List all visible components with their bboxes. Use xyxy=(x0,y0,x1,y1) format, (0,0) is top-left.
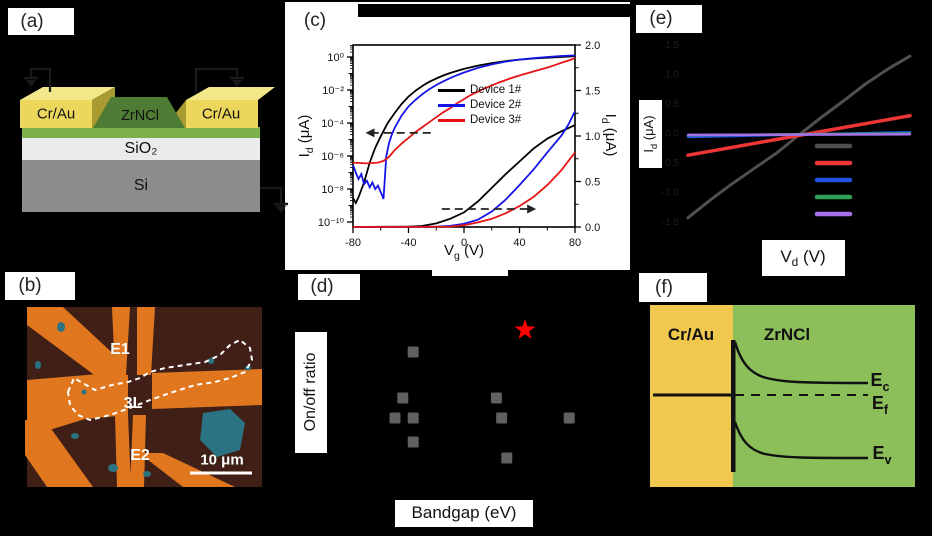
substrate-label: Si xyxy=(133,177,149,194)
panel-b-label-box xyxy=(5,272,75,300)
onoff-ratio-chart xyxy=(389,319,575,464)
valence-band-curve xyxy=(733,421,869,460)
legend-line-swatch xyxy=(438,118,465,122)
d-xlabel: Bandgap (eV) xyxy=(411,503,517,522)
panel-c-top-artifact xyxy=(358,4,630,17)
e-faint-tick-label: 0.5 xyxy=(665,99,679,110)
panel-d-label: (d) xyxy=(310,276,334,297)
gate-wire xyxy=(260,186,283,203)
left-wire xyxy=(29,67,52,92)
interface-barrier-line xyxy=(731,340,736,472)
panel-c-label: (c) xyxy=(303,10,327,31)
right-electrode-top-face xyxy=(186,87,275,100)
flake-thickness-label: 3L xyxy=(123,395,143,412)
d-ylabel-box xyxy=(295,332,327,453)
left-electrode-label: Cr/Au xyxy=(36,105,76,123)
right-wire xyxy=(194,67,239,92)
legend-line-swatch xyxy=(438,103,465,107)
electrode1-label: E1 xyxy=(110,341,130,358)
e-faint-tick-label: 1.5 xyxy=(665,40,679,51)
scatter-point xyxy=(490,392,502,404)
e-faint-tick-label: -1.0 xyxy=(662,188,680,199)
legend-row: Device 3# xyxy=(438,114,521,126)
scatter-point xyxy=(407,346,419,358)
fermi-level-label: Ef xyxy=(871,393,889,417)
e-faint-tick-label: 1.0 xyxy=(665,70,679,81)
right-electrode-side-face xyxy=(164,100,186,128)
left-electrode-top-face xyxy=(20,87,115,100)
panel-c-background xyxy=(285,2,630,270)
panel-f-label-box xyxy=(639,273,707,302)
e-iv-curve-4 xyxy=(686,133,912,137)
e-iv-curve-2 xyxy=(686,130,912,139)
device-schematic xyxy=(20,67,288,213)
e-iv-curve-3 xyxy=(686,132,912,137)
panel-f-label: (f) xyxy=(655,277,673,298)
conduction-band-curve xyxy=(733,341,869,385)
left-electrode-side-face xyxy=(92,87,115,128)
e-ylabel-box xyxy=(639,100,662,168)
valence-band-label: Ev xyxy=(872,443,892,467)
d-xlabel-box xyxy=(395,500,533,527)
zrncl-film-layer xyxy=(22,127,260,138)
panel-b-label: (b) xyxy=(18,275,42,296)
e-faint-tick-label: -1.5 xyxy=(662,217,680,228)
f-semiconductor-label: ZrNCl xyxy=(763,325,811,344)
e-ylabel: Id (μA) xyxy=(641,115,659,153)
e-faint-tick-label: 0.0 xyxy=(665,129,679,140)
conduction-band-label: Ec xyxy=(870,370,890,394)
scatter-point xyxy=(407,436,419,448)
e-xlabel: Vd (V) xyxy=(780,246,826,270)
transfer-curve-legend: Device 1# Device 2# Device 3# xyxy=(438,84,521,126)
f-metal-label: Cr/Au xyxy=(667,325,715,344)
scatter-point xyxy=(563,412,575,424)
panel-a-label: (a) xyxy=(20,11,44,32)
scatter-point xyxy=(496,412,508,424)
panel-c-xlabel-box-bottom xyxy=(432,268,508,276)
legend-line-swatch xyxy=(438,88,465,92)
c-ylabel-right: Id (μA) xyxy=(599,113,619,157)
scatter-point xyxy=(397,392,409,404)
flake-outline xyxy=(66,338,254,422)
electrode2-label: E2 xyxy=(130,447,150,464)
legend-row: Device 1# xyxy=(438,84,521,96)
e-iv-curve-1 xyxy=(686,113,912,157)
panel-d-label-box xyxy=(298,274,360,300)
scatter-point xyxy=(389,412,401,424)
panel-a-label-box xyxy=(8,8,74,35)
right-ground-icon xyxy=(232,80,242,87)
highlight-star-icon xyxy=(514,319,536,339)
channel-label: ZrNCl xyxy=(121,108,159,124)
output-curve-chart: 1.5 1.0 0.5 0.0 -0.5 -1.0 -1.5 xyxy=(662,40,912,228)
panel-e-label: (e) xyxy=(649,8,673,29)
c-xlabel: Vg (V) xyxy=(443,242,485,262)
d-ylabel: On/off ratio xyxy=(302,352,319,432)
panel-f-top-artifact xyxy=(766,270,845,276)
e-iv-curve-0 xyxy=(686,54,912,220)
scatter-point xyxy=(407,412,419,424)
c-ylabel-left: Id (μA) xyxy=(296,114,316,158)
left-ground-icon xyxy=(26,80,36,87)
panel-e-label-box xyxy=(636,5,702,33)
legend-label: Device 2# xyxy=(470,99,522,111)
right-electrode-label: Cr/Au xyxy=(201,105,241,123)
scale-bar-label: 10 μm xyxy=(200,451,244,469)
legend-label: Device 1# xyxy=(470,84,522,96)
legend-label: Device 3# xyxy=(470,114,522,126)
oxide-label: SiO₂ xyxy=(124,140,158,157)
legend-row: Device 2# xyxy=(438,99,521,111)
e-faint-tick-label: -0.5 xyxy=(662,158,680,169)
scatter-point xyxy=(501,452,513,464)
